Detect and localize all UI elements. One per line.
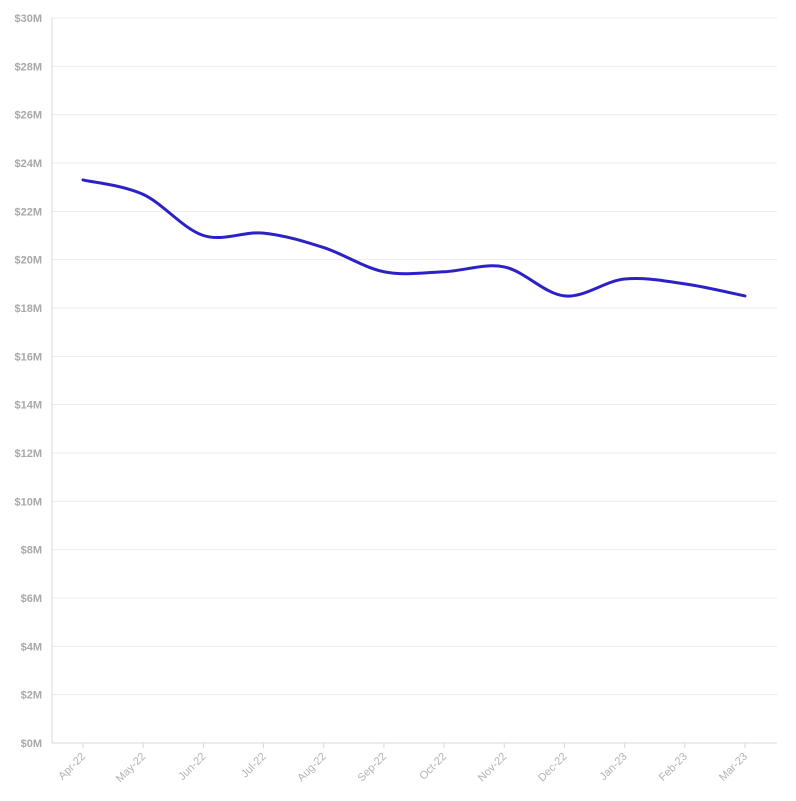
y-tick-label: $6M — [21, 593, 42, 605]
data-point[interactable] — [440, 268, 448, 276]
y-tick-label: $12M — [14, 448, 42, 460]
data-point[interactable] — [741, 292, 749, 300]
y-tick-label: $8M — [21, 545, 42, 557]
series-layer — [79, 176, 749, 300]
data-point[interactable] — [621, 275, 629, 283]
y-tick-label: $22M — [14, 206, 42, 218]
x-tick-label: Oct-22 — [417, 751, 449, 783]
x-tick-label: Sep-22 — [355, 751, 389, 785]
y-tick-label: $30M — [14, 13, 42, 25]
data-point[interactable] — [320, 244, 328, 252]
data-point[interactable] — [380, 268, 388, 276]
y-tick-label: $0M — [21, 738, 42, 750]
x-tick-label: Feb-23 — [657, 751, 690, 784]
data-point[interactable] — [260, 229, 268, 237]
y-tick-label: $28M — [14, 61, 42, 73]
grid-layer — [52, 17, 777, 744]
x-tick-label: Nov-22 — [476, 751, 510, 785]
y-tick-label: $20M — [14, 255, 42, 267]
y-tick-label: $24M — [14, 158, 42, 170]
data-point[interactable] — [681, 280, 689, 288]
y-tick-label: $14M — [14, 400, 42, 412]
x-tick-label: Mar-23 — [717, 751, 750, 784]
data-point[interactable] — [139, 190, 147, 198]
data-point[interactable] — [500, 263, 508, 271]
data-point[interactable] — [199, 232, 207, 240]
y-tick-label: $4M — [21, 641, 42, 653]
data-point[interactable] — [79, 176, 87, 184]
x-tick-label: May-22 — [114, 751, 148, 785]
x-tick-label: Dec-22 — [536, 751, 570, 785]
y-tick-label: $26M — [14, 110, 42, 122]
y-tick-label: $2M — [21, 690, 42, 702]
x-tick-label: Apr-22 — [56, 751, 88, 783]
y-tick-label: $18M — [14, 303, 42, 315]
data-point[interactable] — [560, 292, 568, 300]
y-tick-label: $10M — [14, 496, 42, 508]
x-tick-label: Jun-22 — [176, 751, 208, 783]
x-tick-label: Aug-22 — [295, 751, 329, 785]
y-tick-label: $16M — [14, 351, 42, 363]
x-tick-label: Jan-23 — [597, 751, 629, 783]
series-line — [81, 178, 747, 298]
axis-layer: $0M $2M $4M $6M $8M $10M $12M $14M $16M $18M $20M $… — [14, 13, 777, 785]
x-tick-label: Jul-22 — [239, 751, 269, 781]
